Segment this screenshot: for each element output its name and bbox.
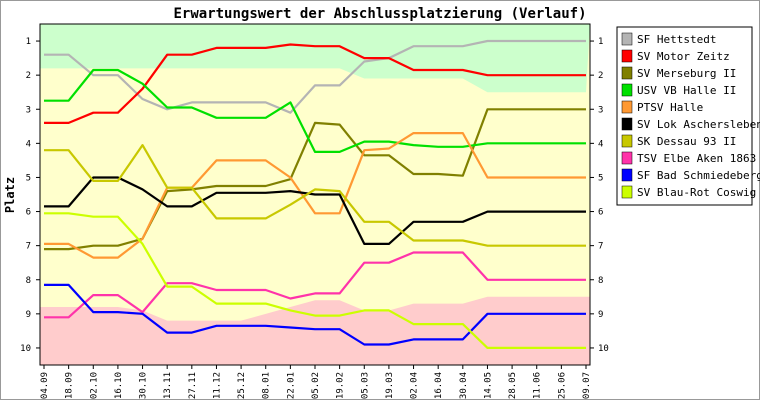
- legend-label: SV Motor Zeitz: [637, 50, 730, 63]
- y-tick-label-right: 3: [598, 105, 603, 115]
- series-line-7: [44, 144, 586, 247]
- y-tick-label-left: 3: [26, 105, 31, 115]
- y-tick-label-right: 8: [598, 276, 603, 286]
- y-tick-label-right: 10: [598, 344, 609, 354]
- legend-label: USV VB Halle II: [637, 84, 736, 97]
- x-tick-label: 27.11: [188, 372, 198, 399]
- x-ticks: 04.09 18.09 02.10 16.10 30.10 13.11 27.11 11.12…: [40, 365, 592, 399]
- y-tick-label-right: 1: [598, 37, 603, 47]
- legend-swatch: [621, 117, 633, 131]
- legend-swatch: [621, 49, 633, 63]
- series-line-8: [44, 251, 586, 319]
- legend-swatch: [621, 66, 633, 80]
- x-tick-label: 11.06: [533, 372, 543, 399]
- x-tick-label: 05.02: [311, 372, 321, 399]
- x-tick-label: 25.12: [237, 372, 247, 399]
- y-tick-label-left: 2: [26, 71, 31, 81]
- legend-label: PTSV Halle: [637, 101, 703, 114]
- legend-label: TSV Elbe Aken 1863: [637, 152, 756, 165]
- legend-swatch: [621, 83, 633, 97]
- x-tick-label: 19.03: [385, 372, 395, 399]
- y-tick-label-left: 1: [26, 37, 31, 47]
- series-line-9: [44, 283, 586, 346]
- legend-swatch: [621, 100, 633, 114]
- series-line-10: [44, 212, 586, 349]
- y-tick-label-right: 5: [598, 173, 603, 183]
- legend-swatch: [621, 168, 633, 182]
- x-tick-label: 28.05: [508, 372, 518, 399]
- legend-label: SF Bad Schmiedeberg: [637, 169, 760, 182]
- x-tick-label: 14.05: [483, 372, 493, 399]
- y-tick-label-right: 2: [598, 71, 603, 81]
- series-line-5: [44, 132, 586, 259]
- series-line-1: [44, 39, 586, 114]
- series-line-3: [44, 108, 586, 251]
- legend-box: [616, 26, 753, 206]
- legend-swatch: [621, 151, 633, 165]
- x-tick-label: 09.07: [582, 372, 592, 399]
- x-tick-label: 02.04: [410, 372, 420, 399]
- legend-label: SV Blau-Rot Coswig: [637, 186, 756, 199]
- y-tick-label-right: 7: [598, 242, 603, 252]
- x-tick-label: 16.04: [434, 372, 444, 399]
- legend-label: SF Hettstedt: [637, 33, 716, 46]
- y-tick-label-left: 6: [26, 208, 31, 218]
- y-tick-label-left: 10: [20, 344, 31, 354]
- x-tick-label: 30.04: [459, 372, 469, 399]
- x-tick-label: 25.06: [557, 372, 567, 399]
- legend-label: SV Merseburg II: [637, 67, 736, 80]
- y-tick-label-right: 9: [598, 310, 603, 320]
- x-tick-label: 16.10: [114, 372, 124, 399]
- chart-title: Erwartungswert der Abschlussplatzierung …: [173, 6, 586, 22]
- x-tick-label: 02.10: [89, 372, 99, 399]
- y-tick-label-left: 4: [26, 139, 31, 149]
- x-tick-label: 22.01: [286, 372, 296, 399]
- y-axis-label: Platz: [3, 177, 17, 213]
- x-tick-label: 08.01: [262, 372, 272, 399]
- band-top: [40, 24, 590, 93]
- y-ticks-right: 1 2 3 4 5 6 7 8 9 10: [590, 37, 609, 354]
- legend-swatch: [621, 32, 633, 46]
- legend-label: SK Dessau 93 II: [637, 135, 736, 148]
- x-tick-label: 04.09: [40, 372, 50, 399]
- x-tick-label: 19.02: [336, 372, 346, 399]
- legend-swatch: [621, 185, 633, 199]
- y-tick-label-left: 8: [26, 276, 31, 286]
- series-line-2: [44, 43, 586, 125]
- series-line-6: [44, 176, 586, 245]
- series-line-4: [44, 68, 586, 153]
- y-tick-label-right: 6: [598, 208, 603, 218]
- y-ticks-left: 1 2 3 4 5 6 7 8 9 10: [20, 37, 40, 354]
- x-tick-label: 18.09: [65, 372, 75, 399]
- y-tick-label-right: 4: [598, 139, 603, 149]
- x-tick-label: 05.03: [360, 372, 370, 399]
- y-tick-label-left: 9: [26, 310, 31, 320]
- y-tick-label-left: 7: [26, 242, 31, 252]
- x-tick-label: 30.10: [139, 372, 149, 399]
- x-tick-label: 11.12: [212, 372, 222, 399]
- legend-label: SV Lok Aschersleben: [637, 118, 760, 131]
- band-bottom: [40, 296, 590, 365]
- y-tick-label-left: 5: [26, 173, 31, 183]
- x-tick-label: 13.11: [163, 372, 173, 399]
- legend-swatch: [621, 134, 633, 148]
- series-lines: [44, 39, 586, 349]
- legend: SF Hettstedt SV Motor Zeitz SV Merseburg I…: [616, 26, 760, 206]
